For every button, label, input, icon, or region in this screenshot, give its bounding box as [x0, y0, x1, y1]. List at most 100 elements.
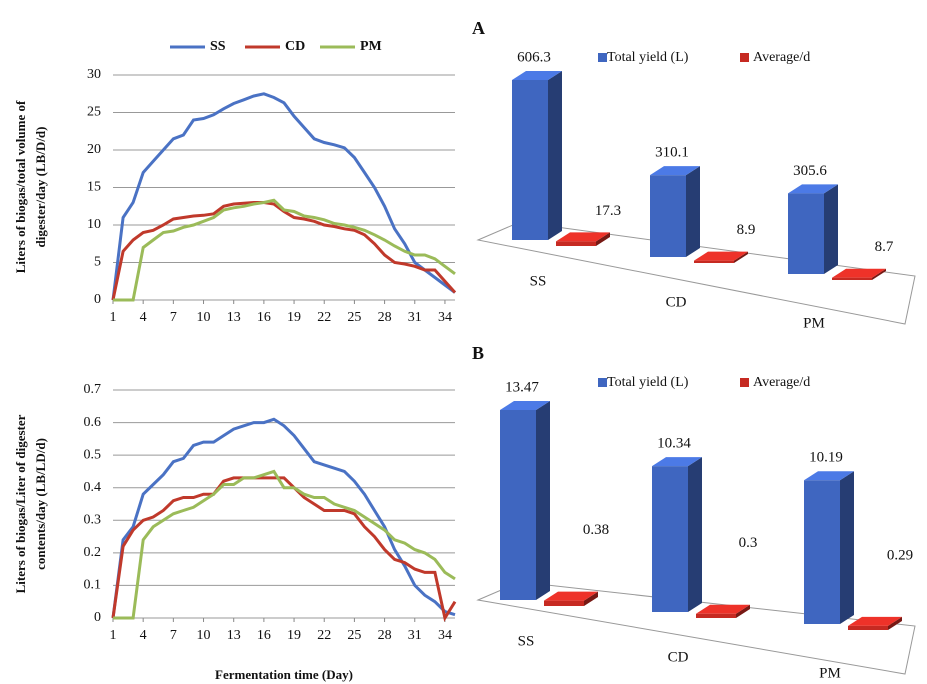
x-tick-label: 28: [378, 628, 392, 643]
line-series: [111, 476, 457, 622]
legend-label: SS: [210, 39, 226, 54]
bar-side: [688, 457, 702, 612]
bar-front: [650, 175, 686, 257]
category-label: SS: [530, 273, 547, 289]
bar: [804, 471, 854, 624]
x-tick-label: 7: [170, 628, 177, 643]
bar-side: [734, 251, 748, 263]
y-tick-label: 0: [94, 610, 101, 625]
bar: [500, 401, 550, 600]
value-label: 0.38: [583, 522, 609, 538]
line-series: [113, 469, 456, 620]
x-tick-label: 25: [347, 628, 361, 643]
legend-swatch: [740, 53, 749, 62]
category-label: CD: [666, 294, 687, 310]
legend-label: CD: [285, 39, 305, 54]
y-tick-label: 30: [87, 67, 101, 82]
y-tick-label: 0: [94, 292, 101, 307]
x-tick-label: 10: [197, 628, 211, 643]
x-tick-label: 34: [438, 628, 452, 643]
y-tick-label: 0.1: [84, 578, 102, 593]
bar-side: [736, 604, 750, 618]
bar-top: [512, 71, 562, 80]
x-tick-label: 10: [197, 310, 211, 325]
bar-front: [848, 625, 888, 630]
x-tick-label: 4: [140, 310, 147, 325]
y-tick-label: 0.7: [84, 382, 102, 397]
x-tick-label: 16: [257, 628, 271, 643]
bar: [694, 251, 748, 263]
x-tick-label: 22: [317, 310, 331, 325]
bar-front: [696, 613, 736, 618]
legend-label: Total yield (L): [607, 50, 689, 65]
bar-front: [832, 277, 872, 280]
line-series: [113, 198, 456, 302]
bar-top: [650, 166, 700, 176]
bar-front: [652, 466, 688, 612]
bar-side: [548, 71, 562, 240]
bar: [650, 166, 700, 257]
bar: [652, 457, 702, 612]
y-tick-label: 0.2: [84, 545, 102, 560]
category-label: CD: [668, 649, 689, 665]
bar-side: [596, 232, 610, 246]
bar-front: [556, 241, 596, 246]
bar-side: [536, 401, 550, 600]
y-tick-label: 0.5: [84, 447, 102, 462]
legend-label: Average/d: [753, 375, 810, 390]
bar: [848, 616, 902, 630]
panel-label: B: [472, 343, 484, 363]
x-tick-label: 19: [287, 628, 301, 643]
x-tick-label: 28: [378, 310, 392, 325]
y-tick-label: 0.6: [84, 415, 102, 430]
bar-side: [686, 166, 700, 257]
bar-front: [788, 193, 824, 274]
bar-top: [696, 604, 750, 614]
y-tick-label: 0.4: [84, 480, 102, 495]
value-label: 10.34: [657, 436, 691, 452]
legend-label: PM: [360, 39, 382, 54]
bar-top: [832, 268, 886, 278]
y-tick-label: 15: [87, 180, 101, 195]
x-tick-label: 22: [317, 628, 331, 643]
y-tick-label: 20: [87, 142, 101, 157]
y-tick-label: 0.3: [84, 513, 102, 528]
x-axis-label: Fermentation time (Day): [215, 667, 353, 682]
bar-front: [544, 600, 584, 606]
x-tick-label: 1: [110, 628, 117, 643]
bar-front: [804, 480, 840, 624]
x-tick-label: 31: [408, 628, 422, 643]
value-label: 10.19: [809, 450, 843, 466]
legend-swatch: [598, 378, 607, 387]
value-label: 17.3: [595, 203, 621, 219]
bar: [556, 232, 610, 246]
bar-front: [500, 410, 536, 600]
x-tick-label: 16: [257, 310, 271, 325]
floor: [476, 221, 916, 325]
x-tick-label: 1: [110, 310, 117, 325]
x-tick-label: 34: [438, 310, 452, 325]
bar-top: [544, 591, 598, 601]
value-label: 8.9: [737, 222, 756, 238]
bar-top: [556, 232, 610, 242]
bar: [512, 71, 562, 240]
bar-top: [788, 184, 838, 194]
legend-swatch: [740, 378, 749, 387]
bar-top: [848, 616, 902, 626]
category-label: PM: [819, 665, 841, 681]
legend-label: Average/d: [753, 50, 810, 65]
value-label: 305.6: [793, 163, 827, 179]
y-tick-label: 10: [87, 217, 101, 232]
line-series: [111, 417, 456, 619]
panel-label: A: [472, 18, 485, 38]
category-label: SS: [518, 633, 535, 649]
category-label: PM: [803, 315, 825, 331]
legend-swatch: [598, 53, 607, 62]
x-tick-label: 7: [170, 310, 177, 325]
bar-side: [840, 471, 854, 624]
x-tick-label: 4: [140, 628, 147, 643]
value-label: 13.47: [505, 379, 539, 395]
bar-side: [824, 184, 838, 274]
x-tick-label: 19: [287, 310, 301, 325]
bar: [696, 604, 750, 618]
